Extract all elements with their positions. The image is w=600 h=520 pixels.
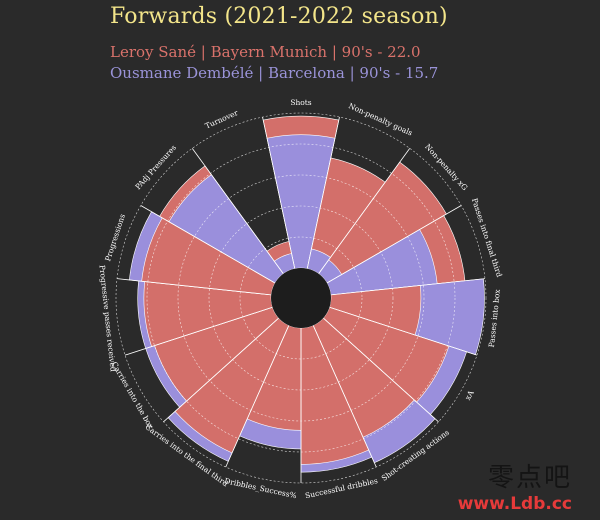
grid-ring (239, 236, 363, 360)
category-label: Passes into final third (470, 197, 504, 278)
center-hole (271, 268, 331, 328)
category-label: Successful dribbles (304, 476, 378, 500)
category-label: Passes into box (487, 288, 502, 348)
category-label: Progressive passes received (97, 264, 117, 372)
grid-spoke (191, 148, 284, 274)
grid-spoke (318, 148, 411, 274)
grid-spoke (323, 317, 439, 423)
category-label: Non-penalty xG (423, 142, 469, 192)
grid-spoke (225, 325, 290, 468)
bars-layer (129, 115, 485, 473)
category-label: Non-penalty goals (347, 101, 414, 137)
watermark-text: 零点吧 (487, 463, 572, 493)
category-label: Shots (290, 98, 311, 107)
grid-layer (115, 112, 487, 484)
watermark: 零点吧 www.Ldb.cc (458, 457, 572, 514)
grid-spoke (163, 317, 279, 423)
grid-ring (115, 112, 487, 484)
grid-spoke (306, 116, 340, 269)
category-label: Progressions (103, 213, 127, 263)
category-label: xA (463, 388, 476, 401)
watermark-url: www.Ldb.cc (457, 494, 572, 514)
grid-spoke (326, 205, 462, 284)
grid-spoke (116, 278, 272, 296)
grid-spoke (262, 116, 296, 269)
category-label: Turnover (204, 108, 240, 131)
grid-spoke (312, 325, 377, 468)
legend-player-2: Ousmane Dembélé | Barcelona | 90's - 15.… (110, 64, 439, 82)
chart-title: Forwards (2021-2022 season) (110, 4, 448, 29)
grid-spoke (140, 205, 276, 284)
grid-spoke (330, 278, 486, 296)
grid-spoke (124, 306, 273, 356)
category-label: Dribbles_Success% (224, 476, 298, 500)
legend-player-1: Leroy Sané | Bayern Munich | 90's - 22.0 (110, 43, 421, 61)
grid-spoke (329, 306, 478, 356)
category-label: PAdj Pressures (133, 143, 178, 191)
